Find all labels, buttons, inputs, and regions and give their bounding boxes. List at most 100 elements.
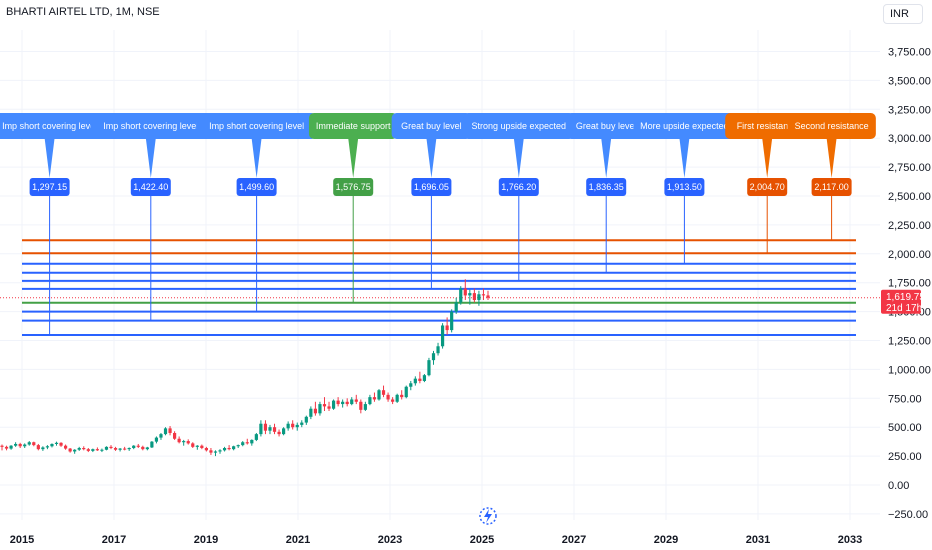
x-tick-label: 2025 (470, 534, 494, 546)
candle-body (336, 400, 340, 405)
candle-body (404, 386, 408, 398)
callout-label: Imp short covering level (209, 121, 304, 131)
candle-body (123, 448, 127, 450)
candle-body (59, 442, 63, 446)
level-value-pill (130, 178, 171, 196)
candle-body (486, 295, 490, 298)
callout-pointer (426, 138, 437, 178)
candle-body (282, 428, 286, 435)
x-axis: 2015 2017 2019 2021 2023 2025 2027 2029 2031 2033 (10, 534, 862, 546)
symbol-title: BHARTI AIRTEL LTD, 1M, NSE (6, 6, 160, 18)
level-value-label: 1,499.60 (239, 182, 274, 192)
callout-box (391, 113, 472, 139)
level-value-pill (29, 178, 70, 196)
level-value-pill (236, 178, 277, 196)
callout-pointer (44, 138, 55, 178)
candle-body (232, 446, 236, 450)
candle-body (481, 294, 486, 296)
callout-pointer (145, 138, 156, 178)
currency-button[interactable]: INR (883, 4, 923, 24)
candle-body (241, 442, 245, 446)
callout-box (0, 113, 110, 139)
y-tick-label: 1,750.00 (888, 278, 931, 290)
candle-body (109, 446, 113, 449)
callout-box (787, 113, 876, 139)
candle-body (168, 428, 172, 433)
level-annotations: Imp short covering level 1,297.15 Imp shor… (0, 113, 876, 336)
y-tick-label: 3,750.00 (888, 47, 931, 59)
candle-body (359, 401, 363, 410)
candle-body (4, 446, 9, 449)
candle-body (100, 449, 104, 451)
candle-body (341, 401, 345, 405)
candle-body (363, 404, 367, 410)
candle-body (300, 422, 304, 425)
callout-pointer (251, 138, 262, 178)
candle-body (436, 346, 440, 354)
level-value-label: 1,913.50 (667, 182, 702, 192)
level-value-pill (498, 178, 539, 196)
candle-body (454, 302, 458, 312)
candle-body (350, 399, 354, 405)
candle-body (154, 437, 159, 442)
candle-body (36, 445, 40, 450)
last-price-box (881, 289, 921, 314)
y-tick-label: 2,000.00 (888, 249, 931, 261)
candle-body (254, 434, 258, 440)
candle-body (422, 375, 427, 381)
callout-label: Great buy level (401, 121, 462, 131)
candle-body (32, 442, 36, 446)
x-tick-label: 2029 (654, 534, 678, 546)
callout-pointer (348, 138, 359, 178)
candle-body (104, 446, 109, 450)
candle-body (186, 441, 190, 444)
level-value-pill (747, 178, 788, 196)
candle-body (400, 394, 404, 398)
candle-body (418, 378, 422, 381)
x-tick-label: 2021 (286, 534, 310, 546)
level-lines (22, 239, 856, 337)
candle-body (113, 448, 118, 450)
candle-body (459, 288, 463, 303)
candle-body (477, 294, 481, 301)
candle-body (136, 445, 140, 447)
candle-body (318, 404, 322, 414)
candle-body (304, 416, 308, 423)
candle-body (82, 448, 86, 450)
y-tick-label: 1,250.00 (888, 336, 931, 348)
lightning-icon (484, 509, 492, 523)
candle-body (372, 397, 377, 400)
candle-body (236, 445, 240, 447)
candle-body (213, 451, 218, 453)
candle-body (177, 438, 181, 443)
x-tick-label: 2027 (562, 534, 586, 546)
candle-body (191, 443, 195, 447)
candle-body (431, 353, 436, 361)
candle-body (250, 439, 254, 444)
candle-body (245, 442, 249, 444)
candle-body (450, 311, 454, 331)
candle-body (63, 445, 68, 449)
level-value-label: 1,766.20 (501, 182, 536, 192)
candle-body (204, 448, 208, 451)
level-value-pill (333, 178, 374, 196)
callout-pointer (762, 138, 773, 178)
candle-body (391, 399, 395, 402)
candle-body (50, 443, 54, 447)
candle-body (445, 325, 449, 331)
candle-body (132, 445, 136, 449)
callout-box (463, 113, 575, 139)
candle-body (427, 360, 431, 376)
candle-body (295, 424, 299, 428)
candle-body (150, 441, 154, 448)
callout-pointer (679, 138, 690, 178)
candle-body (127, 448, 131, 450)
candle-body (272, 427, 277, 432)
x-tick-label: 2015 (10, 534, 34, 546)
candle-body (0, 445, 4, 447)
candle-body (386, 394, 390, 400)
candle-body (327, 406, 331, 409)
callout-box (196, 113, 317, 139)
